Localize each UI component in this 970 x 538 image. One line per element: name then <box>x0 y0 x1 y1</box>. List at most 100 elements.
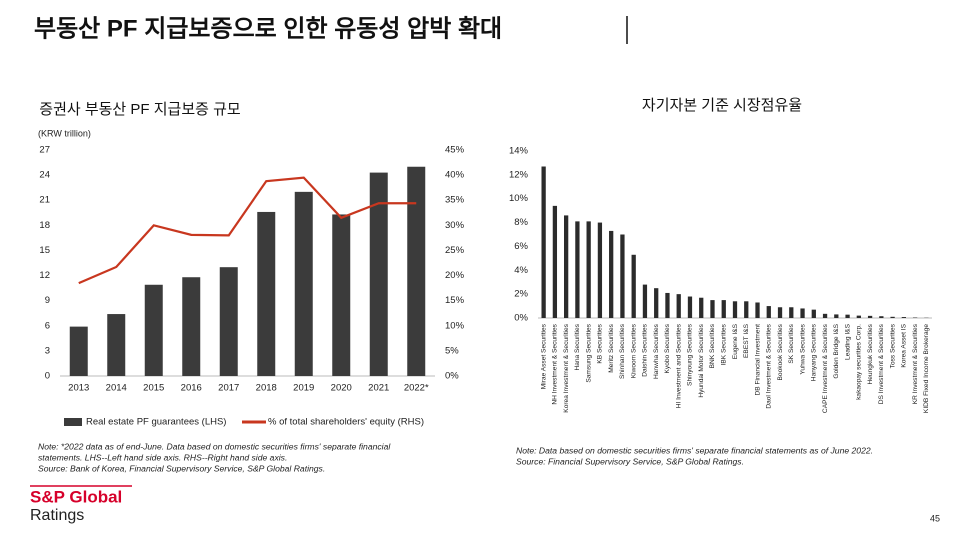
bar <box>834 314 839 318</box>
x-tick-label: Daishin Securities <box>642 323 649 376</box>
y-tick-label: 3 <box>45 345 50 356</box>
bar <box>631 254 636 318</box>
y2-tick-label: 5% <box>445 345 459 356</box>
y-tick-label: 0 <box>45 371 50 382</box>
y2-tick-label: 30% <box>445 220 465 231</box>
y-tick-label: 8% <box>514 217 528 228</box>
x-tick-label: KR Investment & Securities <box>912 323 919 404</box>
y-tick-label: 9 <box>45 295 50 306</box>
y2-tick-label: 45% <box>445 145 465 156</box>
y-tick-label: 18 <box>39 220 50 231</box>
bar <box>800 308 805 318</box>
note: statements. LHS--Left hand side axis. RH… <box>38 452 287 462</box>
bar <box>777 307 783 318</box>
y2-tick-label: 35% <box>445 195 465 206</box>
x-tick-label: 2022* <box>404 383 429 394</box>
x-tick-label: kakaopay securities Corp. <box>856 324 863 400</box>
x-tick-label: Kiwoom Securities <box>630 323 637 378</box>
x-tick-label: Hana Securities <box>574 323 581 370</box>
x-tick-label: 2020 <box>331 383 352 394</box>
bar <box>676 294 681 318</box>
x-tick-label: DB Financial Investment <box>754 324 761 396</box>
x-tick-label: Samsung Securities <box>585 323 592 382</box>
bar <box>575 221 580 318</box>
bar <box>901 317 906 318</box>
x-tick-label: Heungkuk Securities <box>867 323 874 384</box>
bar <box>597 222 603 318</box>
bar <box>294 191 313 376</box>
x-tick-label: 2019 <box>293 383 314 394</box>
bar <box>710 300 715 318</box>
x-tick-label: Mirae Asset Securities <box>540 323 547 389</box>
bar <box>766 306 771 318</box>
y2-tick-label: 25% <box>445 245 465 256</box>
chart-title: 증권사 부동산 PF 지급보증 규모 <box>39 101 241 118</box>
legend-swatch <box>64 418 82 426</box>
x-tick-label: Hanwha Securities <box>653 323 660 379</box>
bar <box>879 316 884 318</box>
line <box>78 176 417 285</box>
bar <box>552 205 558 318</box>
bar <box>407 166 426 376</box>
x-tick-label: 2015 <box>143 383 164 394</box>
y-tick-label: 6% <box>514 241 528 252</box>
note: Source: Bank of Korea, Financial Supervi… <box>38 463 325 473</box>
y-axis-label: (KRW trillion) <box>38 128 91 138</box>
bar <box>721 300 726 318</box>
x-tick-label: BNK Securities <box>709 323 716 368</box>
x-tick-label: Korea Investment & Securities <box>563 323 570 412</box>
y-tick-label: 2% <box>514 289 528 300</box>
y-tick-label: 15 <box>39 245 50 256</box>
x-tick-label: NH Investment & Securities <box>552 323 559 404</box>
x-tick-label: Eugene I&S <box>732 323 739 359</box>
bar <box>541 166 546 318</box>
bar <box>890 316 895 318</box>
y-tick-label: 6 <box>45 320 50 331</box>
x-tick-label: 2017 <box>218 383 239 394</box>
x-tick-label: DS Investment & Securities <box>878 323 885 404</box>
y-tick-label: 14% <box>509 146 529 157</box>
bar <box>687 296 693 318</box>
bar <box>369 172 388 376</box>
logo-sub: Ratings <box>30 507 84 524</box>
bar <box>867 315 873 318</box>
y2-tick-label: 15% <box>445 295 465 306</box>
bar <box>822 313 828 318</box>
bar <box>609 230 614 318</box>
bar <box>654 288 659 318</box>
x-tick-label: IBK Securities <box>720 323 727 365</box>
bar <box>642 284 648 318</box>
x-tick-label: CAPE Investment & Securities <box>822 323 829 413</box>
x-tick-label: Bookook Securities <box>777 323 784 380</box>
x-tick-label: Toss Securities <box>889 323 896 368</box>
y-tick-label: 0% <box>514 313 528 324</box>
x-tick-label: Meritz Securities <box>608 323 615 372</box>
bar <box>144 284 163 376</box>
bar <box>564 215 569 318</box>
legend-label: % of total shareholders' equity (RHS) <box>268 417 424 428</box>
x-tick-label: Korea Asset IS <box>901 323 908 367</box>
x-tick-label: 2021 <box>368 383 389 394</box>
y2-tick-label: 10% <box>445 320 465 331</box>
x-tick-label: Hyundai Motor Securities <box>698 323 705 397</box>
x-tick-label: 2014 <box>106 383 127 394</box>
x-tick-label: Yuhwa Securities <box>799 323 806 374</box>
logo-brand: S&P Global <box>30 487 122 506</box>
y-tick-label: 24 <box>39 170 50 181</box>
x-tick-label: Shinyoung Securities <box>687 323 694 386</box>
x-tick-label: 2013 <box>68 383 89 394</box>
page-title: 부동산 PF 지급보증으로 인한 유동성 압박 확대 <box>34 15 502 42</box>
bar <box>69 326 88 376</box>
y2-tick-label: 20% <box>445 270 465 281</box>
y-tick-label: 4% <box>514 265 528 276</box>
page-number: 45 <box>930 513 940 523</box>
x-tick-label: Kyobo Securities <box>664 323 671 373</box>
bar <box>744 301 749 318</box>
bar <box>257 211 276 376</box>
x-tick-label: HI Investment and Securities <box>675 323 682 408</box>
x-tick-label: 2016 <box>181 383 202 394</box>
x-tick-label: Daol Investment & Securities <box>766 323 773 408</box>
x-tick-label: Leading I&S <box>844 323 851 360</box>
bar <box>586 221 591 318</box>
